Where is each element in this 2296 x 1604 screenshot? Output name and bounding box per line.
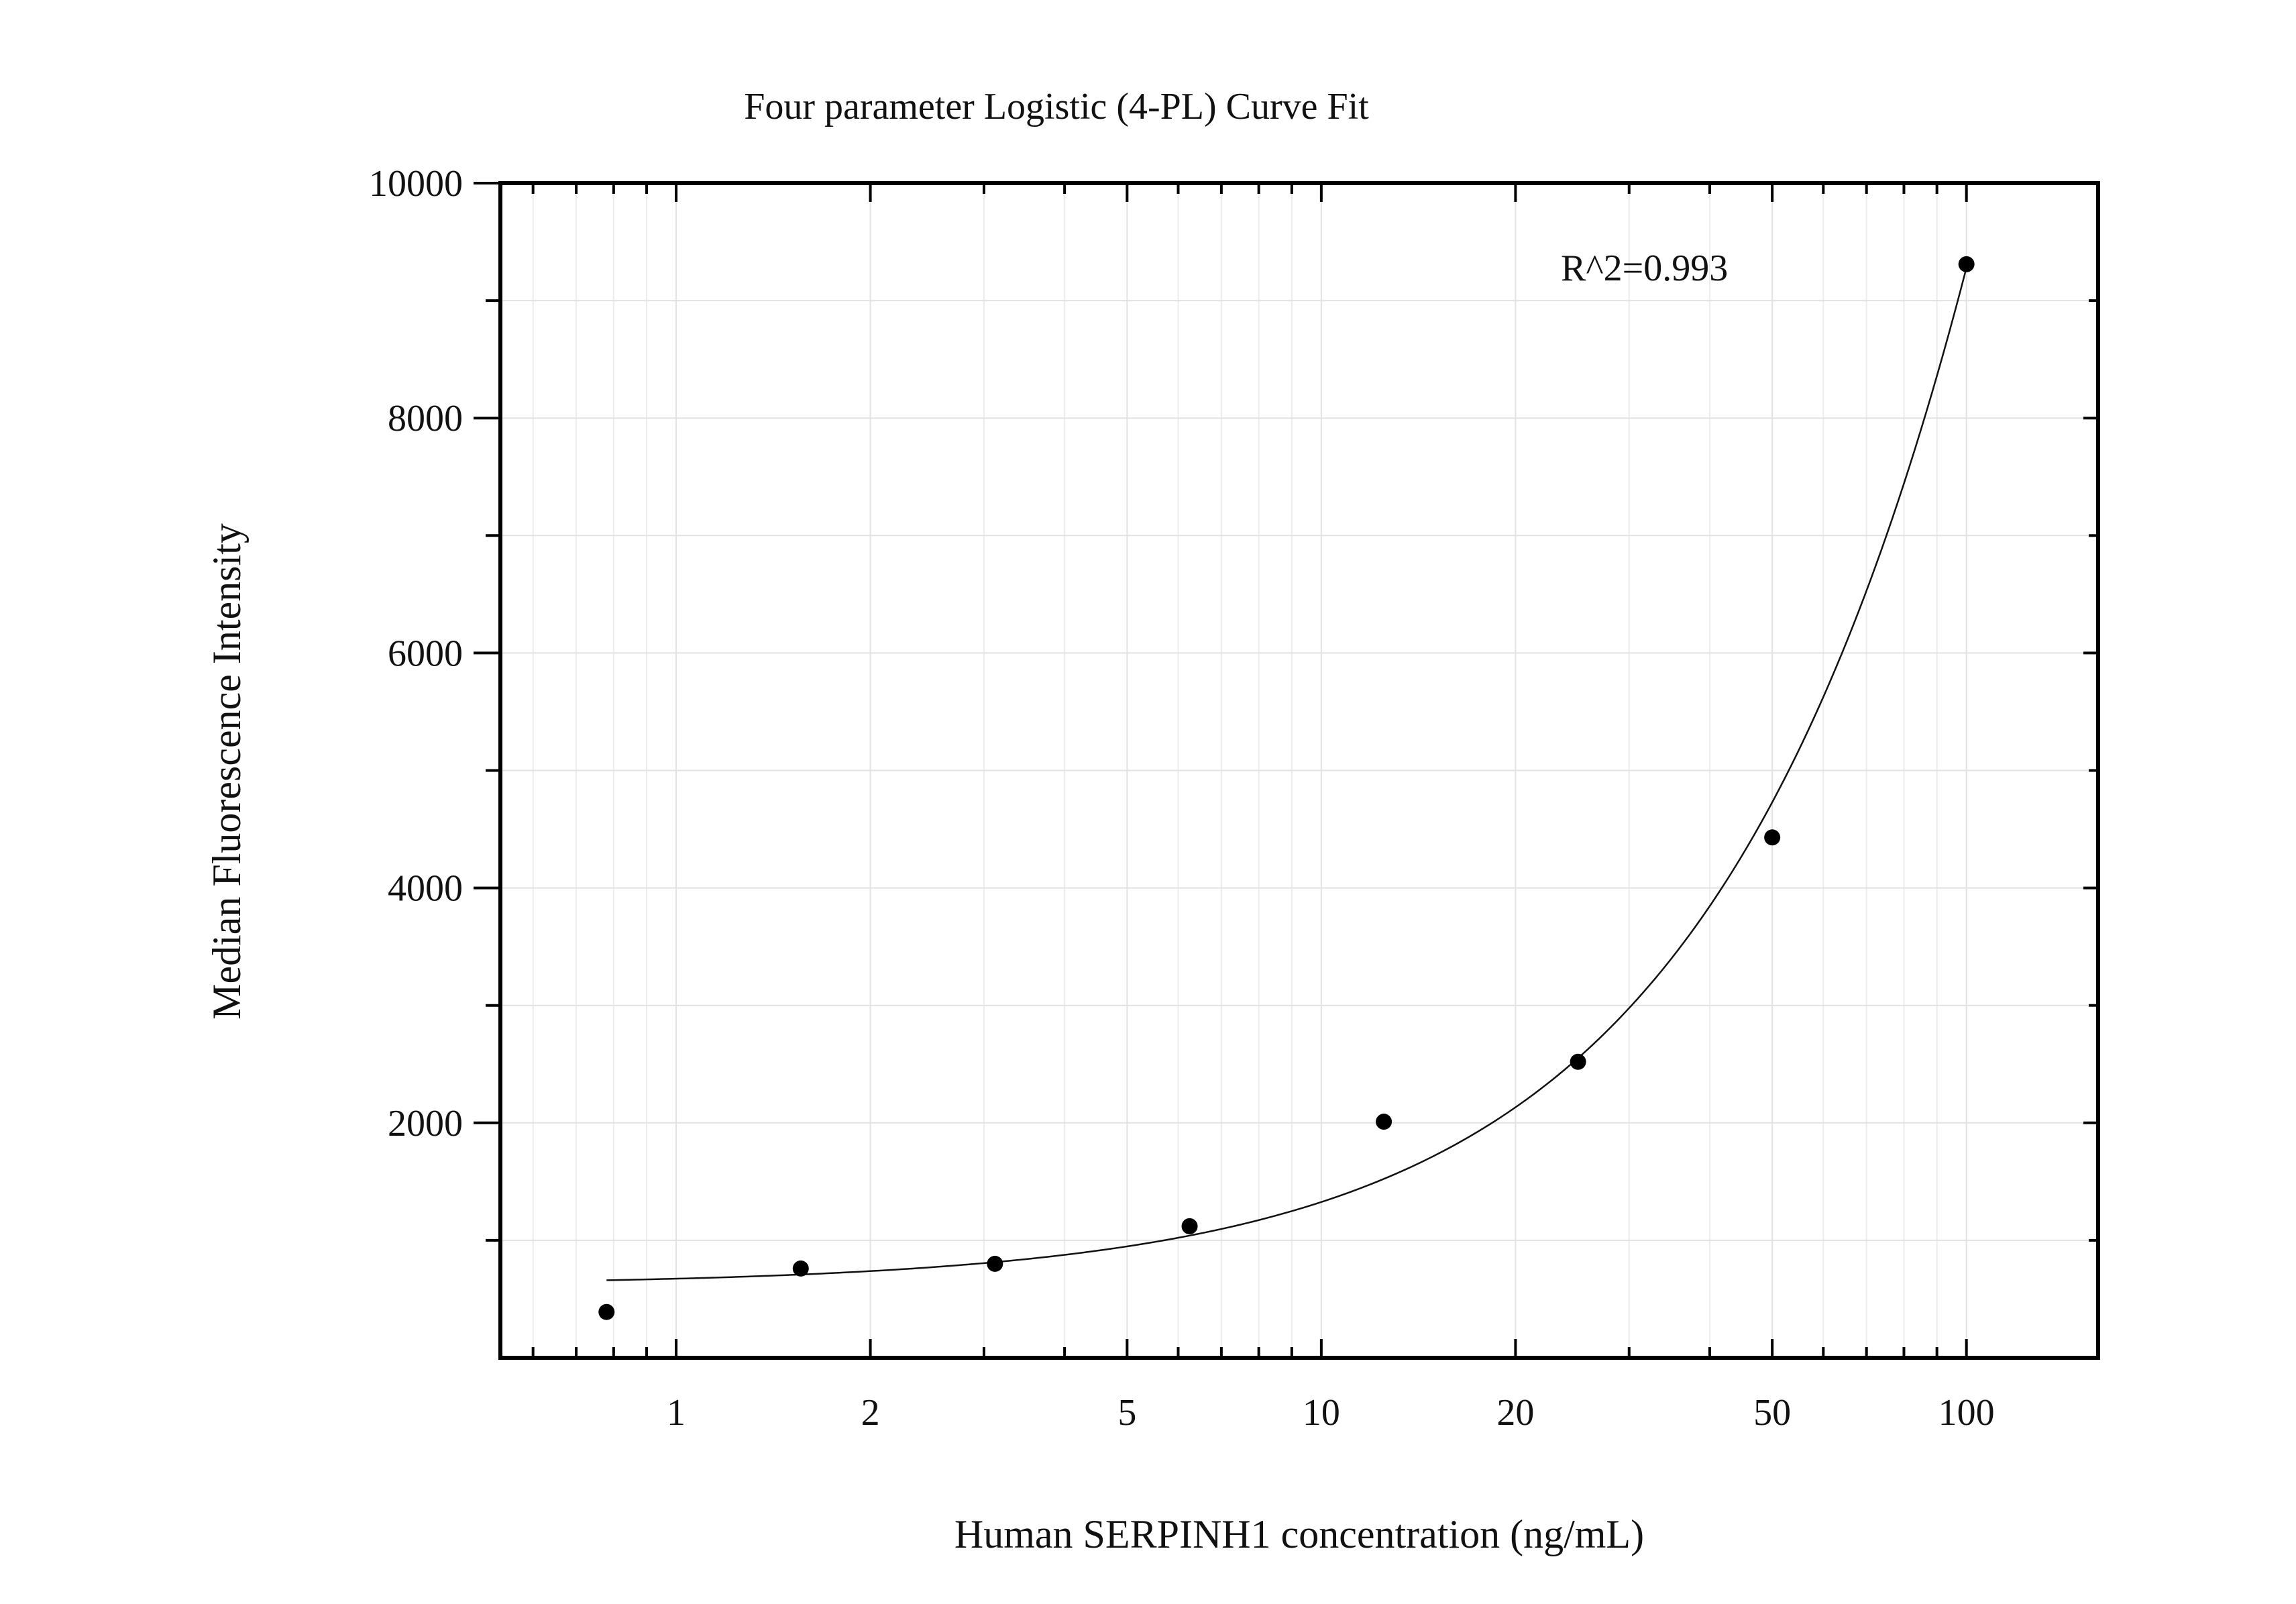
- x-tick-label: 5: [1117, 1392, 1136, 1434]
- data-point: [1376, 1114, 1392, 1130]
- fit-curve: [606, 267, 1967, 1281]
- data-point: [792, 1260, 809, 1277]
- y-tick-label: 2000: [388, 1103, 463, 1144]
- data-point: [1570, 1053, 1586, 1070]
- x-tick-label: 2: [861, 1392, 880, 1434]
- y-axis-ticks: 2000 4000 6000 8000 10000: [369, 163, 2098, 1242]
- r-squared-annotation: R^2=0.993: [1561, 248, 1728, 289]
- y-tick-label: 10000: [369, 163, 463, 205]
- y-tick-label: 6000: [388, 633, 463, 674]
- y-axis-label: Median Fluorescence Intensity: [205, 523, 249, 1020]
- grid-lines: [500, 182, 2098, 1358]
- data-point: [987, 1255, 1003, 1272]
- x-tick-label: 100: [1938, 1392, 1995, 1434]
- x-tick-label: 10: [1303, 1392, 1340, 1434]
- x-tick-label: 50: [1753, 1392, 1791, 1434]
- data-point: [598, 1303, 615, 1320]
- data-point: [1181, 1218, 1198, 1234]
- data-point: [1958, 256, 1975, 272]
- chart-title: Four parameter Logistic (4-PL) Curve Fit: [744, 86, 1369, 127]
- y-tick-label: 4000: [388, 868, 463, 910]
- x-axis-label: Human SERPINH1 concentration (ng/mL): [954, 1512, 1644, 1556]
- x-axis-ticks: 1 2 5 10 20 50 100: [531, 183, 1995, 1434]
- x-tick-label: 1: [667, 1392, 686, 1434]
- plot-frame: [498, 181, 2100, 1360]
- data-point: [1764, 829, 1781, 846]
- y-tick-label: 8000: [388, 398, 463, 439]
- data-points: [598, 256, 1975, 1320]
- x-tick-label: 20: [1496, 1392, 1534, 1434]
